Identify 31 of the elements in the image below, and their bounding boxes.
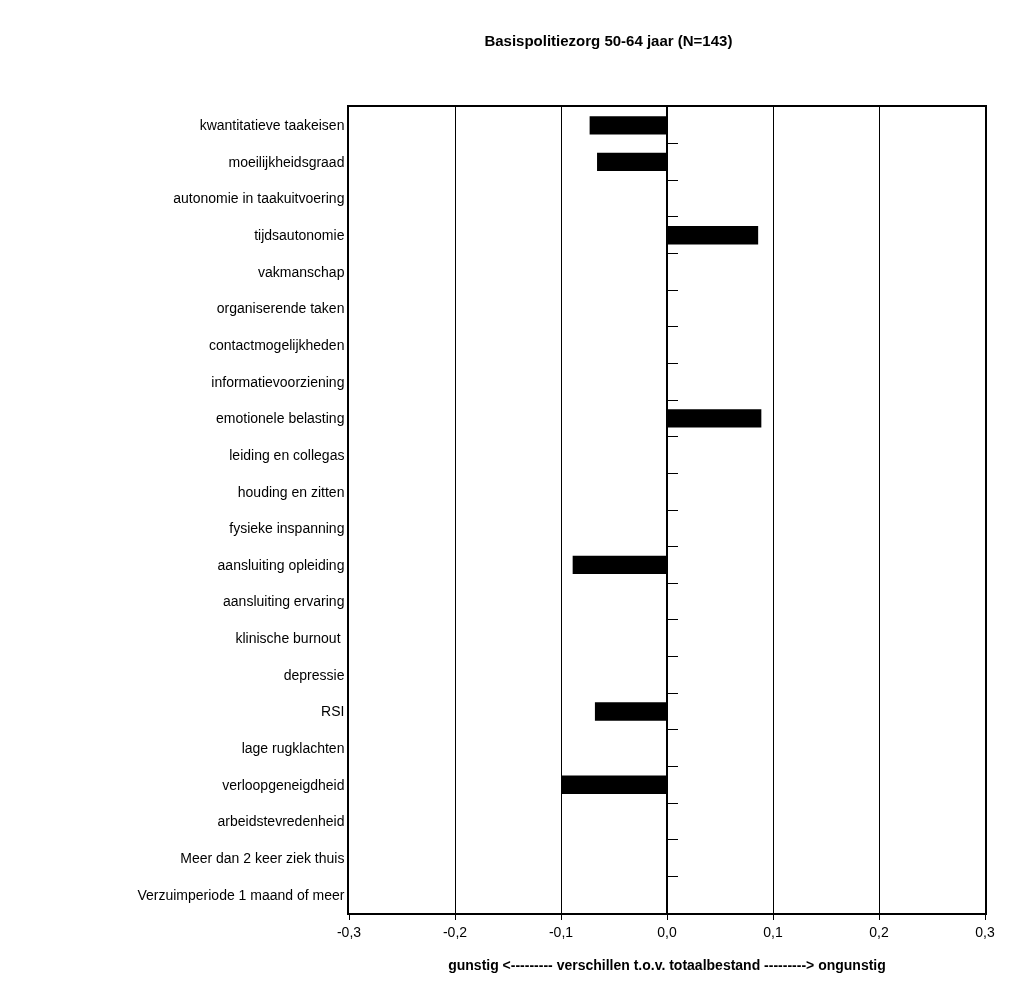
x-axis-title: gunstig <--------- verschillen t.o.v. totaalbestand ---------> ongunstig xyxy=(448,957,886,974)
y-tick-label: vakmanschap xyxy=(258,263,345,280)
y-tick-label: aansluiting ervaring xyxy=(223,593,345,610)
y-tick-label: verloopgeneigdheid xyxy=(222,776,345,793)
y-tick-label: moeilijkheidsgraad xyxy=(228,153,345,170)
x-tick-label: -0,2 xyxy=(442,923,468,940)
y-tick-label: klinische burnout xyxy=(235,630,345,647)
y-tick-label: kwantitatieve taakeisen xyxy=(199,117,345,134)
y-tick-label: depressie xyxy=(283,666,345,683)
x-tick-label: 0,2 xyxy=(869,923,889,940)
y-tick-label: leiding en collegas xyxy=(229,446,345,463)
y-tick-label: houding en zitten xyxy=(237,483,345,500)
y-tick-label: informatievoorziening xyxy=(211,373,345,390)
y-tick-label: autonomie in taakuitvoering xyxy=(173,190,345,207)
x-tick-label: 0,3 xyxy=(975,923,995,940)
y-tick-label: RSI xyxy=(321,703,345,720)
x-tick-label: 0,0 xyxy=(657,923,677,940)
y-tick-label: fysieke inspanning xyxy=(229,520,345,537)
chart-title: Basispolitiezorg 50-64 jaar (N=143) xyxy=(484,31,733,49)
y-tick-label: Meer dan 2 keer ziek thuis xyxy=(180,849,345,866)
x-tick-label: -0,3 xyxy=(336,923,362,940)
y-tick-label: aansluiting opleiding xyxy=(217,556,345,573)
y-tick-label: emotionele belasting xyxy=(216,410,345,427)
y-tick-label: lage rugklachten xyxy=(241,740,345,757)
x-tick-label: -0,1 xyxy=(548,923,574,940)
y-tick-label: contactmogelijkheden xyxy=(209,337,345,354)
y-tick-label: arbeidstevredenheid xyxy=(217,813,345,830)
x-tick-label: 0,1 xyxy=(763,923,783,940)
y-tick-label: tijdsautonomie xyxy=(254,227,345,244)
y-tick-label: organiserende taken xyxy=(216,300,345,317)
y-tick-label: Verzuimperiode 1 maand of meer xyxy=(137,886,345,903)
